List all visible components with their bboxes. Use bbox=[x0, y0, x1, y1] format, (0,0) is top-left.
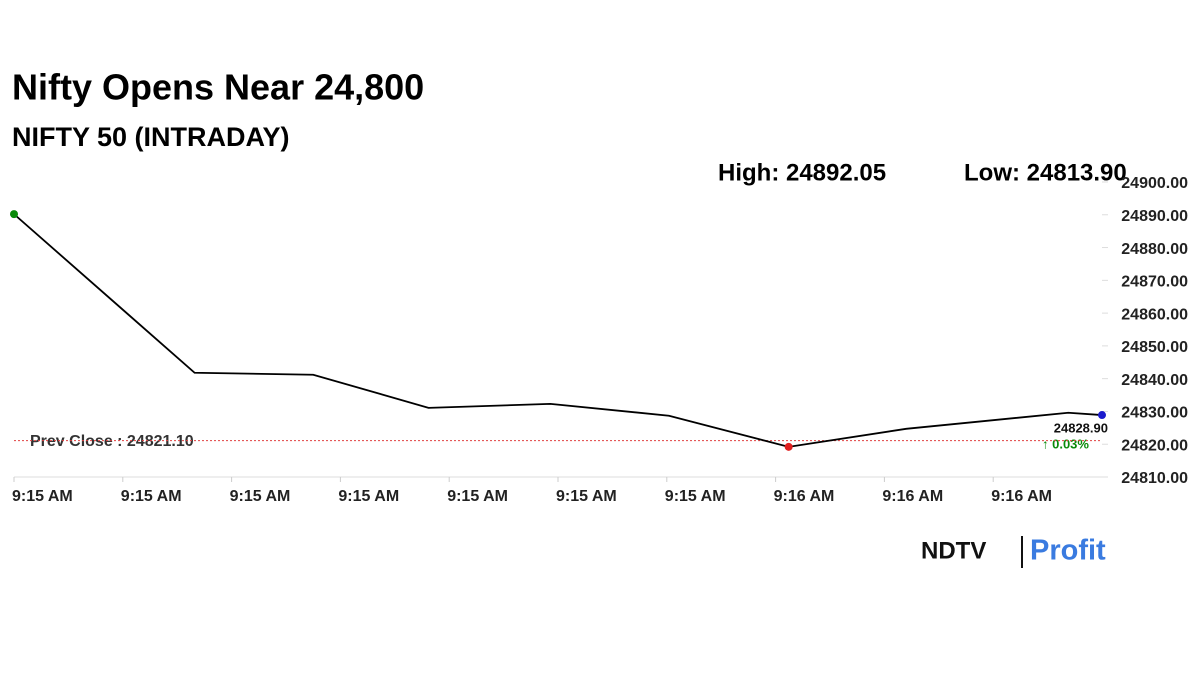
y-tick-label: 24830.00 bbox=[1121, 405, 1188, 422]
y-tick-label: 24810.00 bbox=[1121, 470, 1188, 487]
chart-subtitle: NIFTY 50 (INTRADAY) bbox=[12, 122, 290, 152]
prev-close-label: Prev Close : 24821.10 bbox=[30, 433, 194, 450]
logo-profit: Profit bbox=[1030, 535, 1106, 567]
y-tick-label: 24890.00 bbox=[1121, 208, 1188, 225]
chart-title: Nifty Opens Near 24,800 bbox=[12, 67, 424, 108]
x-tick-label: 9:16 AM bbox=[774, 488, 835, 505]
y-tick-label: 24860.00 bbox=[1121, 306, 1188, 323]
y-tick-label: 24850.00 bbox=[1121, 339, 1188, 356]
y-tick-label: 24880.00 bbox=[1121, 241, 1188, 258]
y-tick-label: 24820.00 bbox=[1121, 437, 1188, 454]
point-marker bbox=[1098, 411, 1106, 420]
y-tick-label: 24840.00 bbox=[1121, 372, 1188, 389]
x-tick-label: 9:15 AM bbox=[665, 488, 726, 505]
value-label: 24828.90 bbox=[1054, 420, 1108, 435]
point-marker bbox=[784, 442, 793, 451]
y-tick-label: 24870.00 bbox=[1121, 274, 1188, 291]
x-tick-label: 9:15 AM bbox=[556, 488, 617, 505]
x-tick-label: 9:16 AM bbox=[882, 488, 943, 505]
x-tick-label: 9:16 AM bbox=[991, 488, 1052, 505]
x-tick-label: 9:15 AM bbox=[12, 488, 73, 505]
x-tick-label: 9:15 AM bbox=[447, 488, 508, 505]
change-label: ↑ 0.03% bbox=[1042, 436, 1089, 451]
price-line bbox=[13, 213, 1103, 448]
point-marker bbox=[10, 210, 18, 219]
high-label: High: 24892.05 bbox=[718, 159, 886, 186]
x-tick-label: 9:15 AM bbox=[338, 488, 399, 505]
x-tick-label: 9:15 AM bbox=[230, 488, 291, 505]
logo-ndtv: NDTV bbox=[921, 537, 986, 564]
y-tick-label: 24900.00 bbox=[1121, 175, 1188, 192]
x-tick-label: 9:15 AM bbox=[121, 488, 182, 505]
low-label: Low: 24813.90 bbox=[964, 159, 1127, 186]
